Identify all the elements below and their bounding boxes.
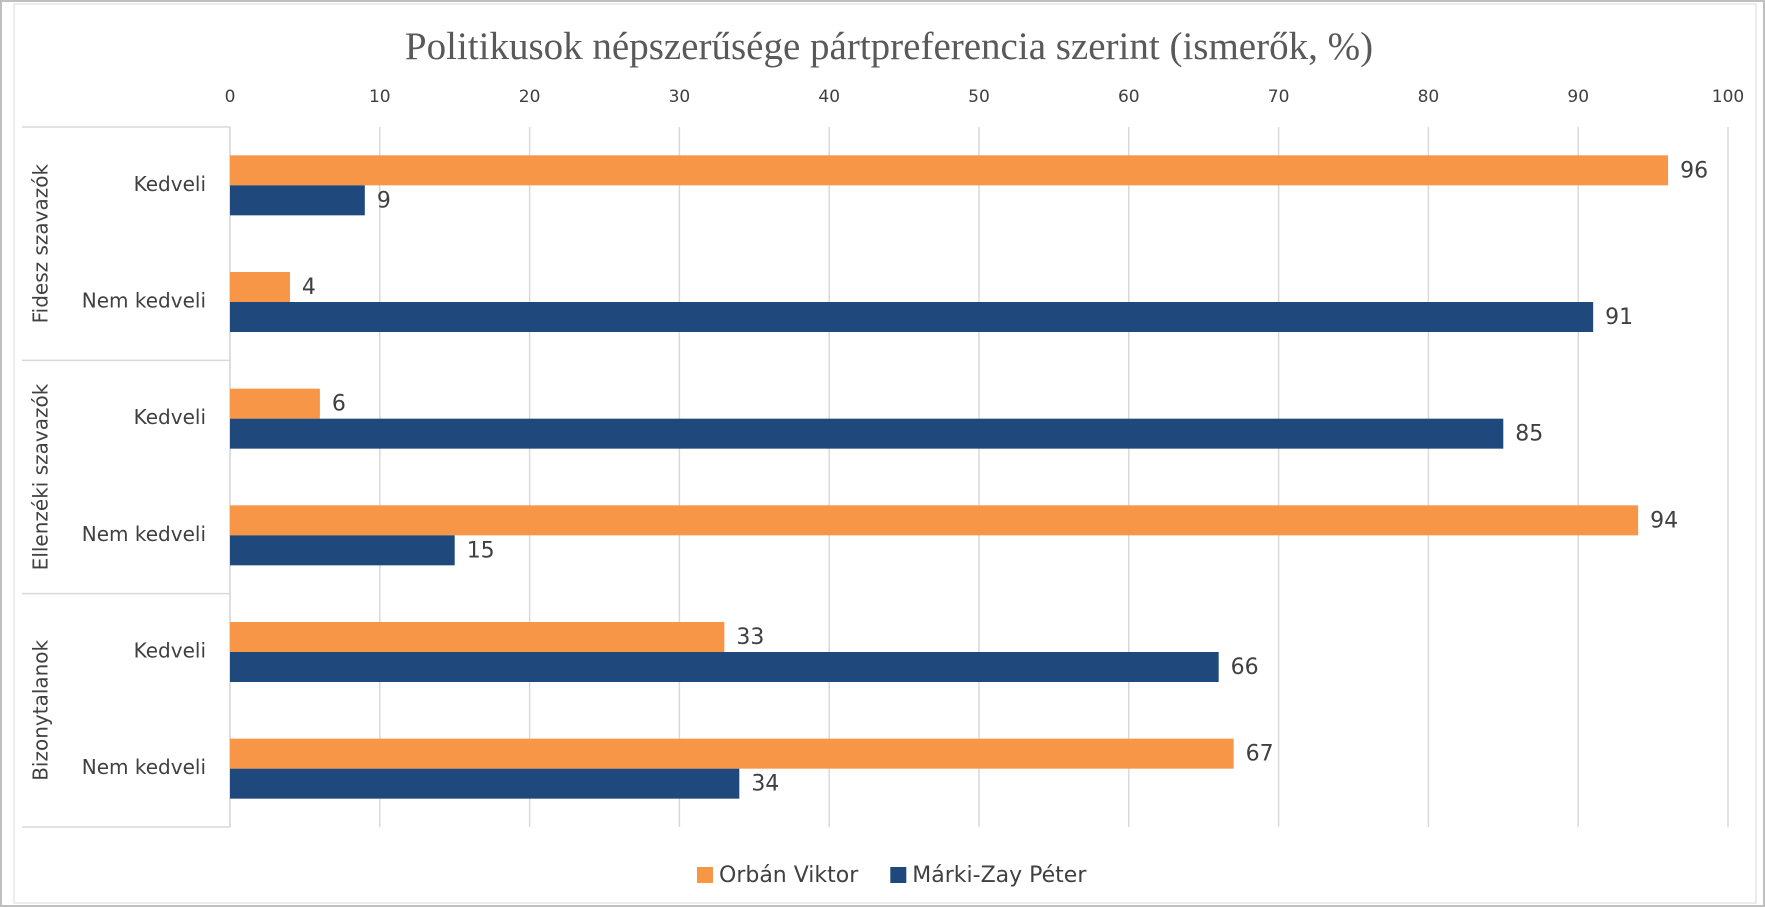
value-label: 96 [1680,158,1708,183]
group-label: Ellenzéki szavazók [29,383,53,570]
bar [230,768,740,799]
bar [230,738,1234,769]
value-label: 66 [1231,655,1259,680]
x-tick-label: 70 [1268,87,1290,107]
x-tick-label: 0 [225,87,236,107]
bar [230,418,1504,449]
chart-title: Politikusok népszerűsége pártpreferencia… [405,25,1373,68]
x-tick-label: 20 [519,87,541,107]
value-label: 9 [377,188,391,213]
group-label: Fidesz szavazók [29,164,53,324]
x-tick-label: 100 [1712,87,1744,107]
legend-swatch [697,867,713,883]
bar [230,302,1594,332]
bar [230,272,290,302]
value-label: 33 [736,625,764,650]
value-label: 34 [751,772,779,797]
y-tick-label: Nem kedveli [82,289,206,313]
y-tick-label: Nem kedveli [82,755,206,779]
value-label: 91 [1605,305,1633,330]
x-tick-label: 30 [669,87,691,107]
bar [230,622,725,652]
y-tick-label: Nem kedveli [82,522,206,546]
x-tick-label: 10 [369,87,391,107]
x-tick-label: 90 [1567,87,1589,107]
value-label: 4 [302,275,316,300]
x-tick-label: 50 [968,87,990,107]
bar [230,652,1219,682]
value-label: 67 [1246,742,1274,767]
bar [230,185,365,216]
y-tick-label: Kedveli [134,639,206,663]
bar [230,535,455,566]
x-tick-label: 40 [818,87,840,107]
y-tick-label: Kedveli [134,405,206,429]
value-label: 6 [332,392,346,417]
value-label: 85 [1515,422,1543,447]
chart-area [13,3,1757,904]
value-label: 15 [467,538,495,563]
x-tick-label: 80 [1418,87,1440,107]
value-label: 94 [1650,508,1678,533]
y-tick-label: Kedveli [134,172,206,196]
legend-swatch [890,867,907,883]
group-label: Bizonytalanok [29,639,53,780]
bar [230,155,1669,186]
x-tick-label: 60 [1118,87,1140,107]
legend-label: Márki-Zay Péter [912,863,1087,888]
bar [230,388,320,419]
legend-label: Orbán Viktor [719,863,859,888]
bar [230,505,1639,536]
